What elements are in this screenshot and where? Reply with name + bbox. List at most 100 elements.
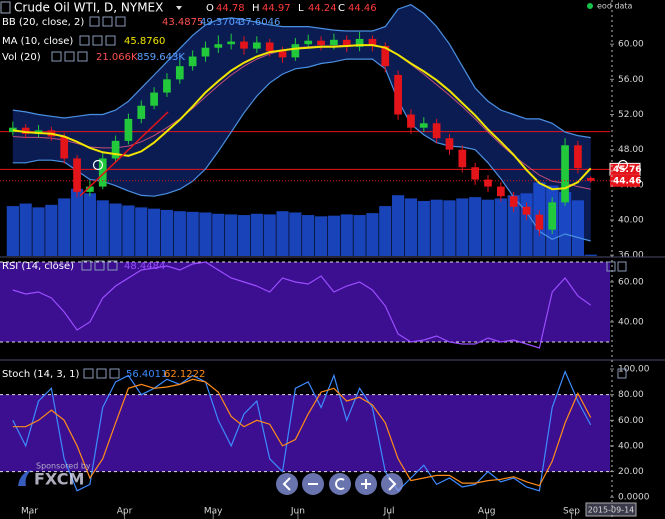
candle-body <box>163 79 171 93</box>
y-tick-label: 60.00 <box>618 40 644 50</box>
y-tick-label: 52.00 <box>618 110 644 120</box>
bb-legend[interactable]: BB (20, close, 2) <box>2 17 84 28</box>
volume-bar <box>404 198 418 256</box>
settings-button[interactable] <box>102 16 113 27</box>
y-tick-label: 40.00 <box>618 215 644 225</box>
sponsor-watermark: Sponsored by FXCM <box>18 462 91 489</box>
volume-bar <box>45 204 58 256</box>
ohlc-value: 44.46 <box>348 3 377 14</box>
settings-button[interactable] <box>96 368 107 379</box>
move-button[interactable] <box>617 368 627 379</box>
close-button[interactable] <box>77 51 88 62</box>
volume-bar <box>263 214 276 256</box>
candle-body <box>471 167 480 180</box>
volume-bar <box>212 213 225 256</box>
ohlc-letter: O <box>206 3 214 14</box>
candle-body <box>240 41 248 49</box>
bb-mid-value: 43.4875 <box>162 17 203 28</box>
volume-bar <box>571 200 584 256</box>
volume-bar <box>160 209 174 256</box>
volume-bar <box>417 200 430 256</box>
volume-bar <box>481 199 495 256</box>
symbol-icon <box>0 1 11 14</box>
x-tick-label: Sep <box>563 507 580 517</box>
candle-body <box>548 202 557 230</box>
candle-body <box>342 39 351 47</box>
stoch-d-value: 62.1222 <box>164 369 205 380</box>
eye-button[interactable] <box>83 368 94 379</box>
eye-button[interactable] <box>81 260 92 271</box>
ohlc-value: 44.24 <box>308 3 337 14</box>
dropdown-arrow[interactable] <box>176 6 182 10</box>
candle-body <box>509 196 518 207</box>
volume-bar <box>32 207 45 256</box>
volume-bar <box>430 199 443 256</box>
volume-bar <box>276 211 289 256</box>
volume-bar <box>302 215 315 256</box>
settings-button[interactable] <box>64 51 75 62</box>
settings-button[interactable] <box>94 260 105 271</box>
instrument-title[interactable]: Crude Oil WTI, D, NYMEX <box>14 1 163 15</box>
close-button[interactable] <box>107 260 118 271</box>
scroll-back-button[interactable] <box>276 473 298 495</box>
band-fill <box>0 394 610 472</box>
volume-bar <box>225 214 238 256</box>
band-fill <box>0 262 610 342</box>
candle-body <box>98 158 107 187</box>
candle-body <box>124 118 133 141</box>
x-tick-label: Apr <box>117 507 133 517</box>
eye-button[interactable] <box>51 51 62 62</box>
volume-bar <box>327 215 340 256</box>
volume-bar <box>199 212 212 256</box>
volume-bar <box>314 216 328 256</box>
candle-body <box>137 105 146 119</box>
ohlc-letter: C <box>338 3 345 14</box>
icon <box>335 478 345 490</box>
scroll-forward-button[interactable] <box>381 473 403 495</box>
bb-upper-line <box>12 4 591 139</box>
eye-button[interactable] <box>79 35 90 46</box>
sponsor-text: Sponsored by <box>36 462 91 471</box>
move-button[interactable] <box>606 261 616 272</box>
candle-body <box>252 42 261 49</box>
volume-bar <box>379 206 392 256</box>
status-dot <box>587 3 593 9</box>
volume-bar <box>558 192 572 256</box>
candle-body <box>535 214 544 230</box>
candle-body <box>265 42 274 52</box>
ma-line <box>12 44 592 191</box>
candle-body <box>419 123 428 128</box>
volume-bar <box>366 213 379 256</box>
trend-line <box>79 111 169 197</box>
volume-bar <box>58 198 71 256</box>
ma-legend[interactable]: MA (10, close) <box>2 36 73 47</box>
volume-bar <box>584 254 597 256</box>
move-button[interactable] <box>617 261 627 272</box>
candle-body <box>317 40 325 46</box>
volume-legend[interactable]: Vol (20) <box>2 52 41 63</box>
price-tag-label: 44.46 <box>613 176 641 186</box>
y-tick-label: 60.00 <box>618 416 644 426</box>
x-tick-label: Jul <box>383 507 395 517</box>
close-button[interactable] <box>115 16 126 27</box>
candle-body <box>407 114 415 128</box>
close-button[interactable] <box>105 35 116 46</box>
eye-button[interactable] <box>89 16 100 27</box>
candle-body <box>432 123 441 139</box>
settings-button[interactable] <box>92 35 103 46</box>
rsi-legend[interactable]: RSI (14, close) <box>2 261 74 272</box>
y-tick-label: 36.00 <box>618 251 644 261</box>
volume-bar <box>340 214 353 256</box>
x-tick-label: May <box>204 507 223 517</box>
close-button[interactable] <box>109 368 120 379</box>
volume-bar <box>122 205 135 256</box>
ohlc-letter: H <box>252 3 260 14</box>
volume-bar <box>237 215 251 256</box>
candle-body <box>522 206 531 215</box>
brand-logo <box>18 470 32 486</box>
reset-button[interactable] <box>329 473 351 495</box>
volume-bar <box>70 188 84 256</box>
stoch-legend[interactable]: Stoch (14, 3, 1) <box>2 369 79 380</box>
bb-fill <box>12 4 591 242</box>
